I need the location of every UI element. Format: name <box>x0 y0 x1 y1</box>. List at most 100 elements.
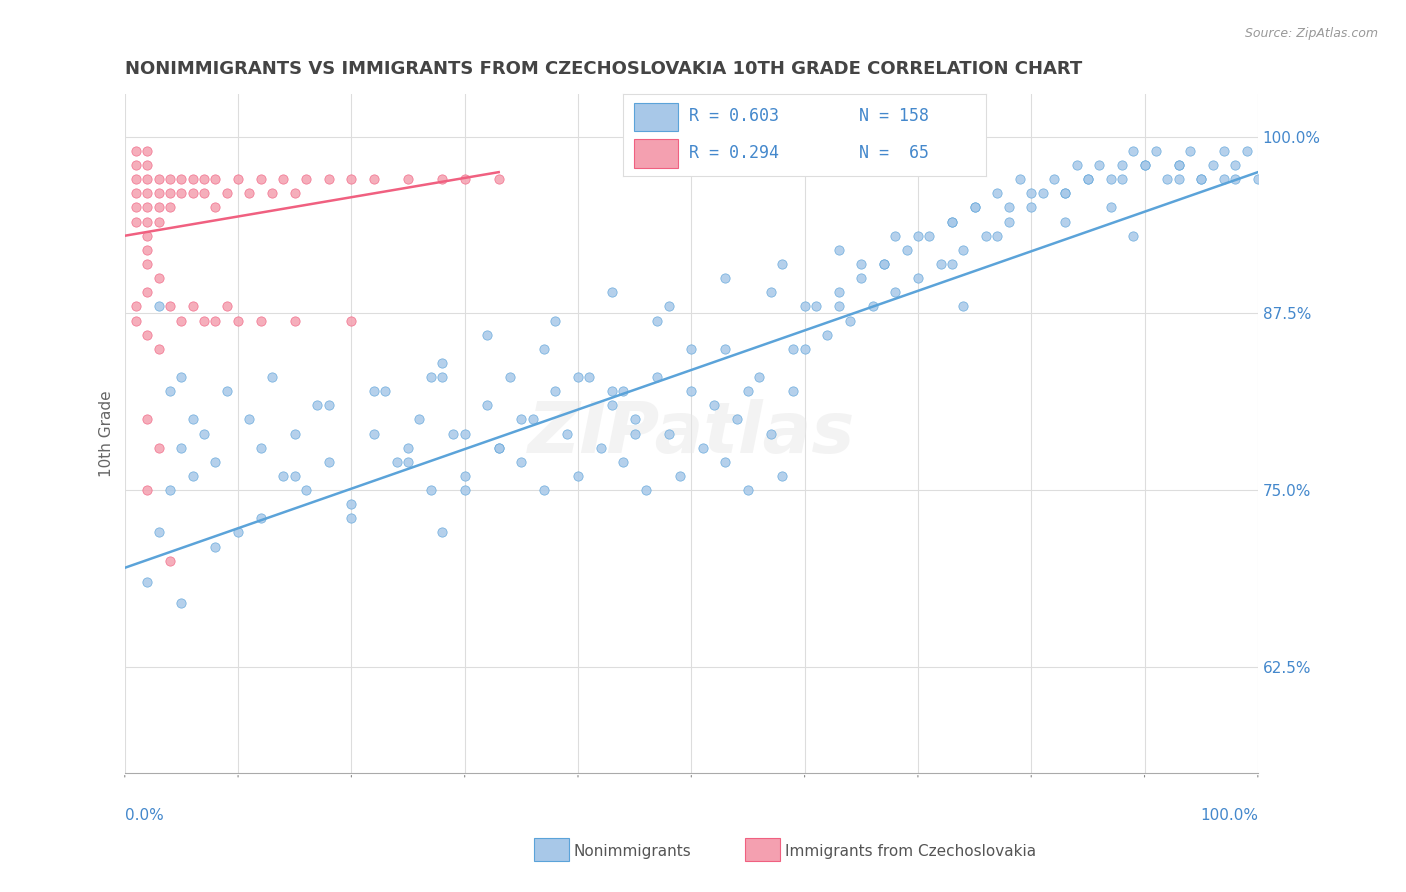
Point <box>578 370 600 384</box>
Point <box>748 370 770 384</box>
Point <box>170 596 193 610</box>
Point <box>1122 228 1144 243</box>
Point <box>262 370 284 384</box>
Point <box>249 172 271 186</box>
Point <box>725 412 748 426</box>
Point <box>1032 186 1054 201</box>
Point <box>148 441 170 455</box>
Point <box>374 384 396 399</box>
Point <box>148 186 170 201</box>
Point <box>986 186 1008 201</box>
Point <box>170 172 193 186</box>
Point <box>477 327 499 342</box>
Point <box>419 370 441 384</box>
Point <box>477 398 499 412</box>
Point <box>125 158 148 172</box>
Point <box>941 214 963 228</box>
Point <box>544 384 567 399</box>
Point <box>284 426 307 441</box>
Point <box>1133 158 1156 172</box>
Point <box>273 469 295 483</box>
Point <box>262 186 284 201</box>
Point <box>136 144 159 158</box>
Point <box>170 186 193 201</box>
Point <box>363 426 385 441</box>
Y-axis label: 10th Grade: 10th Grade <box>100 391 114 477</box>
Point <box>226 172 249 186</box>
Text: Nonimmigrants: Nonimmigrants <box>574 845 692 859</box>
Point <box>193 426 215 441</box>
Point <box>1054 186 1077 201</box>
Point <box>1225 158 1247 172</box>
Point <box>136 574 159 589</box>
Point <box>793 342 815 356</box>
Point <box>714 342 737 356</box>
Point <box>159 172 181 186</box>
Point <box>827 299 849 313</box>
Point <box>284 186 307 201</box>
Point <box>647 370 669 384</box>
Text: Source: ZipAtlas.com: Source: ZipAtlas.com <box>1244 27 1378 40</box>
Point <box>1111 158 1133 172</box>
Point <box>600 398 623 412</box>
Point <box>1077 172 1099 186</box>
Point <box>170 313 193 327</box>
Point <box>488 172 510 186</box>
Point <box>1236 144 1258 158</box>
Point <box>193 186 215 201</box>
Point <box>555 426 578 441</box>
Point <box>941 214 963 228</box>
Point <box>284 313 307 327</box>
Point <box>567 370 589 384</box>
Point <box>215 384 238 399</box>
Point <box>815 327 838 342</box>
Text: NONIMMIGRANTS VS IMMIGRANTS FROM CZECHOSLOVAKIA 10TH GRADE CORRELATION CHART: NONIMMIGRANTS VS IMMIGRANTS FROM CZECHOS… <box>125 60 1083 78</box>
Point <box>703 398 725 412</box>
Point <box>125 172 148 186</box>
Point <box>759 285 782 300</box>
Point <box>1054 186 1077 201</box>
Point <box>340 497 363 511</box>
Point <box>986 228 1008 243</box>
Point <box>340 172 363 186</box>
Point <box>827 243 849 257</box>
Point <box>873 257 896 271</box>
Point <box>226 525 249 540</box>
Point <box>647 313 669 327</box>
Point <box>1212 144 1234 158</box>
Point <box>340 511 363 525</box>
Point <box>1225 172 1247 186</box>
Point <box>441 426 464 441</box>
Point <box>125 186 148 201</box>
Point <box>295 172 318 186</box>
Point <box>284 469 307 483</box>
Point <box>159 186 181 201</box>
Point <box>136 483 159 497</box>
Point <box>907 271 929 285</box>
Point <box>851 271 873 285</box>
Point <box>204 540 226 554</box>
Point <box>273 172 295 186</box>
Point <box>148 172 170 186</box>
Point <box>295 483 318 497</box>
Point <box>1088 158 1111 172</box>
Point <box>363 384 385 399</box>
Point <box>125 201 148 215</box>
Point <box>1099 172 1122 186</box>
Point <box>136 201 159 215</box>
Point <box>1167 172 1189 186</box>
Point <box>125 299 148 313</box>
Point <box>952 299 974 313</box>
Point <box>148 271 170 285</box>
Point <box>544 313 567 327</box>
Point <box>136 186 159 201</box>
Point <box>454 426 477 441</box>
Point <box>193 172 215 186</box>
Point <box>1167 158 1189 172</box>
Point <box>1043 172 1066 186</box>
Point <box>396 455 419 469</box>
Point <box>396 441 419 455</box>
Point <box>929 257 952 271</box>
Point <box>1201 158 1223 172</box>
Point <box>430 370 453 384</box>
